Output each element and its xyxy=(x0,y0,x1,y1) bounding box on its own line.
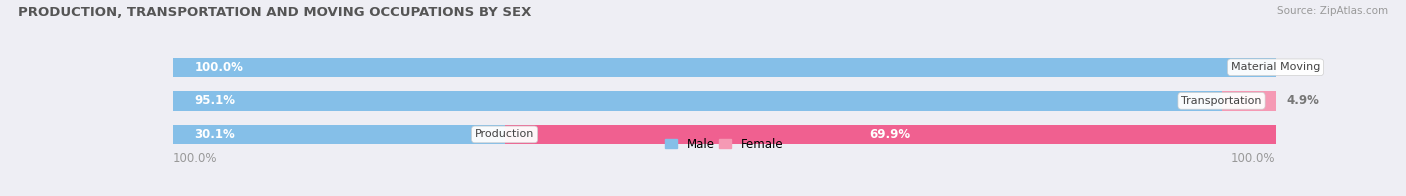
Legend: Male, Female: Male, Female xyxy=(661,133,787,156)
Text: Production: Production xyxy=(475,129,534,139)
Bar xyxy=(505,125,1275,144)
Bar xyxy=(1222,91,1275,111)
Text: 69.9%: 69.9% xyxy=(869,128,911,141)
Bar xyxy=(173,58,1275,77)
Text: Material Moving: Material Moving xyxy=(1230,62,1320,72)
Bar xyxy=(173,58,1275,77)
Text: 100.0%: 100.0% xyxy=(173,152,217,165)
Bar xyxy=(173,91,1275,111)
Text: 95.1%: 95.1% xyxy=(194,94,236,107)
Bar xyxy=(173,91,1222,111)
Text: PRODUCTION, TRANSPORTATION AND MOVING OCCUPATIONS BY SEX: PRODUCTION, TRANSPORTATION AND MOVING OC… xyxy=(18,6,531,19)
Bar xyxy=(173,125,505,144)
Text: 100.0%: 100.0% xyxy=(1232,152,1275,165)
Text: 30.1%: 30.1% xyxy=(194,128,235,141)
Text: Source: ZipAtlas.com: Source: ZipAtlas.com xyxy=(1277,6,1388,16)
Text: 4.9%: 4.9% xyxy=(1286,94,1319,107)
Text: 100.0%: 100.0% xyxy=(194,61,243,74)
Bar xyxy=(173,125,1275,144)
Text: Transportation: Transportation xyxy=(1181,96,1261,106)
